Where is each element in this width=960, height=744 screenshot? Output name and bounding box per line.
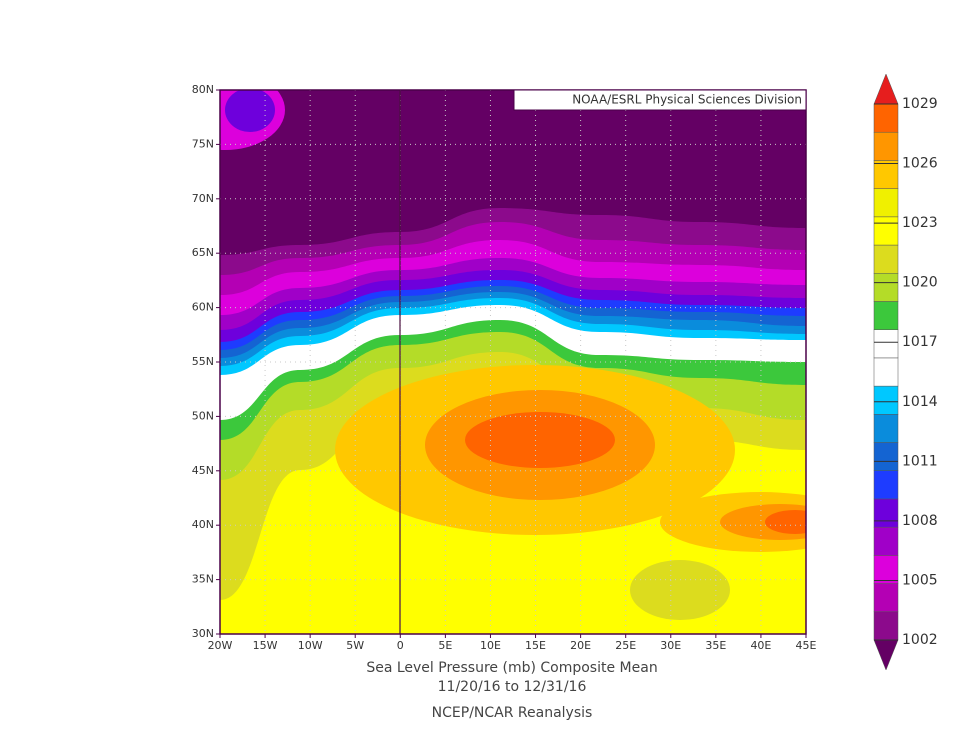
colorbar-band: [873, 583, 899, 613]
colorbar-label: 1026: [902, 156, 938, 172]
colorbar-label: 1023: [902, 215, 938, 231]
colorbar-label: 1008: [902, 513, 938, 529]
colorbar-band: [873, 357, 899, 387]
x-tick-label: 5E: [438, 639, 452, 652]
colorbar-band: [873, 244, 899, 274]
x-tick-label: 10W: [298, 639, 323, 652]
colorbar-label: 1011: [902, 453, 938, 469]
low-blob: [630, 560, 730, 620]
colorbar-band: [873, 526, 899, 556]
colorbar-band: [873, 273, 899, 302]
x-tick-label: 20E: [570, 639, 591, 652]
colorbar-band: [873, 470, 899, 500]
x-tick-label: 45E: [796, 639, 817, 652]
colorbar-band: [873, 498, 899, 528]
x-tick-label: 20W: [208, 639, 233, 652]
x-tick-label: 30E: [660, 639, 681, 652]
source: NCEP/NCAR Reanalysis: [432, 705, 593, 721]
colorbar-band: [873, 555, 899, 584]
map-field: [220, 90, 806, 634]
high-blob: [465, 412, 615, 468]
x-tick-label: 10E: [480, 639, 501, 652]
colorbar-band: [873, 442, 899, 471]
y-tick-label: 60N: [192, 301, 214, 314]
colorbar-arrow-high: [873, 73, 899, 105]
y-tick-label: 70N: [192, 192, 214, 205]
y-tick-label: 65N: [192, 246, 214, 259]
y-tick-label: 55N: [192, 355, 214, 368]
pressure-band: [220, 90, 806, 255]
colorbar-label: 1017: [902, 334, 938, 350]
subtitle: 11/20/16 to 12/31/16: [438, 679, 587, 695]
y-tick-label: 30N: [192, 627, 214, 640]
colorbar-band: [873, 160, 899, 189]
colorbar-band: [873, 216, 899, 246]
colorbar-band: [873, 611, 899, 641]
x-tick-label: 0: [397, 639, 404, 652]
title: Sea Level Pressure (mb) Composite Mean: [366, 660, 657, 676]
x-tick-label: 15E: [525, 639, 546, 652]
colorbar-label: 1002: [902, 632, 938, 648]
colorbar-label: 1020: [902, 275, 938, 291]
credit: NOAA/ESRL Physical Sciences Division: [572, 93, 802, 107]
x-tick-label: 25E: [615, 639, 636, 652]
colorbar-label: 1029: [902, 96, 938, 112]
x-tick-label: 35E: [705, 639, 726, 652]
colorbar: 1002 1005 1008 1011 1014 1017 1020 1023 1026 1029: [873, 73, 938, 671]
colorbar-band: [873, 131, 899, 161]
high-blob: [765, 510, 806, 534]
y-tick-label: 45N: [192, 464, 214, 477]
colorbar-band: [873, 188, 899, 218]
x-tick-label: 40E: [750, 639, 771, 652]
high-blob: [225, 90, 275, 132]
colorbar-band: [873, 103, 899, 133]
credit-box: [513, 89, 807, 111]
colorbar-band: [873, 414, 899, 443]
y-tick-label: 40N: [192, 518, 214, 531]
colorbar-band: [873, 329, 899, 359]
y-tick-label: 75N: [192, 137, 214, 150]
y-tick-label: 80N: [192, 83, 214, 96]
x-tick-label: 5W: [346, 639, 364, 652]
colorbar-label: 1005: [902, 572, 938, 588]
colorbar-band: [873, 301, 899, 330]
y-tick-label: 35N: [192, 573, 214, 586]
colorbar-arrow-low: [873, 639, 899, 671]
colorbar-label: 1014: [902, 394, 938, 410]
colorbar-band: [873, 385, 899, 415]
y-tick-label: 50N: [192, 409, 214, 422]
x-tick-label: 15W: [253, 639, 278, 652]
